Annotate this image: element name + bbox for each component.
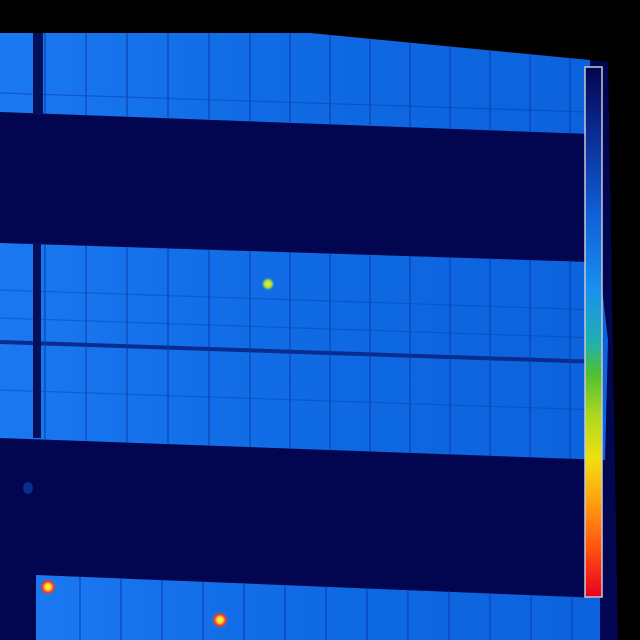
hotspot-red-1: [39, 578, 57, 596]
panel-row-2: [0, 243, 608, 460]
hotspot-green: [261, 277, 275, 291]
panel-row-1: [0, 33, 591, 134]
panel-row-2-gap: [33, 243, 41, 438]
hotspot-red-2: [211, 611, 229, 629]
panel-row-1-gap: [33, 33, 43, 115]
panel-row-2-cell-lines: [0, 244, 601, 459]
panel-row-1-cell-lines: [0, 33, 591, 133]
panel-row-3: [36, 575, 600, 640]
color-scale-bar: [584, 66, 603, 598]
ground-warm-spot: [23, 482, 33, 494]
